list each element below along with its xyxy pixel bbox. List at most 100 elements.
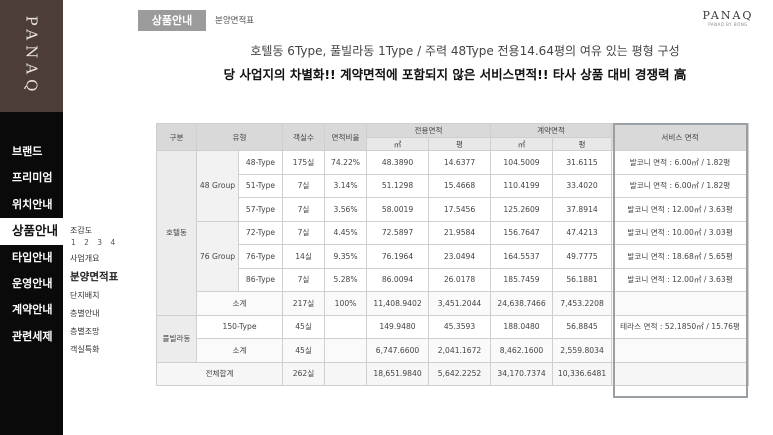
menu-item-product[interactable]: 상품안내 bbox=[0, 218, 63, 245]
col-exclusive-pyeong: 평 bbox=[428, 137, 492, 151]
menu-item-type[interactable]: 타입안내 bbox=[12, 250, 53, 264]
cell-type: 48-Type bbox=[237, 150, 284, 175]
cell-rooms: 45실 bbox=[282, 314, 326, 339]
cell-ct-m2: 185.7459 bbox=[490, 267, 554, 292]
brand-logo-text: PANAQ bbox=[702, 9, 754, 22]
cell-service: 발코니 면적 : 12.00㎡ / 3.63평 bbox=[611, 197, 750, 222]
cell-service-empty bbox=[611, 338, 750, 363]
headline-service-area: 당 사업지의 차별화!! 계약면적에 포함되지 않은 서비스면적!! 타사 상품… bbox=[223, 67, 687, 82]
cell-ct-m2: 104.5009 bbox=[490, 150, 554, 175]
cell-ct-m2: 125.2609 bbox=[490, 197, 554, 222]
submenu-item-floor-guide[interactable]: 층별안내 bbox=[70, 309, 100, 318]
table-row: 51-Type 7실 3.14% 51.1298 15.4668 110.419… bbox=[157, 173, 750, 198]
table-row-subtotal: 소계 217실 100% 11,408.9402 3,451.2044 24,6… bbox=[157, 291, 750, 316]
cell-rooms: 217실 bbox=[282, 291, 326, 316]
cell-ex-m2: 51.1298 bbox=[366, 173, 430, 198]
cell-rooms: 7실 bbox=[282, 173, 326, 198]
menu-item-contract[interactable]: 계약안내 bbox=[12, 303, 53, 317]
submenu-item-area-table[interactable]: 분양면적표 bbox=[70, 271, 119, 283]
cell-rooms: 45실 bbox=[282, 338, 326, 363]
cell-ex-m2: 18,651.9840 bbox=[366, 361, 430, 386]
cell-service: 발코니 면적 : 6.00㎡ / 1.82평 bbox=[611, 150, 750, 175]
menu-item-tax[interactable]: 관련세제 bbox=[12, 329, 53, 343]
cell-ex-m2: 11,408.9402 bbox=[366, 291, 430, 316]
submenu-floor-selector[interactable]: 1 2 3 4 bbox=[71, 238, 119, 247]
brand-logo-vertical[interactable]: PANAQ bbox=[0, 0, 63, 112]
cell-type: 51-Type bbox=[237, 173, 284, 198]
cell-service: 발코니 면적 : 6.00㎡ / 1.82평 bbox=[611, 173, 750, 198]
cell-ratio: 5.28% bbox=[324, 267, 368, 292]
cell-rooms: 14실 bbox=[282, 244, 326, 269]
table-row: 풀빌라동 150-Type 45실 149.9480 45.3593 188.0… bbox=[156, 314, 750, 363]
col-type: 유형 bbox=[195, 123, 284, 151]
cell-ex-py: 2,041.1672 bbox=[428, 338, 492, 363]
area-table: 구분 유형 객실수 면적비율 전용면적 계약면적 서비스 면적 ㎡ 평 ㎡ 평 … bbox=[155, 123, 750, 386]
breadcrumb: 분양면적표 bbox=[215, 16, 255, 26]
area-table-wrap: 구분 유형 객실수 면적비율 전용면적 계약면적 서비스 면적 ㎡ 평 ㎡ 평 … bbox=[155, 123, 750, 398]
cell-ex-py: 23.0494 bbox=[428, 244, 492, 269]
col-contract: 계약면적 bbox=[490, 123, 613, 138]
cell-ct-m2: 156.7647 bbox=[490, 220, 554, 245]
group-48: 48 Group bbox=[196, 150, 239, 222]
submenu-item-floor-view[interactable]: 층별조망 bbox=[70, 327, 100, 336]
cell-ratio-empty bbox=[324, 361, 368, 386]
cell-ct-py: 31.6115 bbox=[552, 150, 613, 175]
cell-type: 150-Type bbox=[195, 314, 284, 339]
submenu-item-room-feature[interactable]: 객실특화 bbox=[70, 345, 100, 354]
col-category: 구분 bbox=[156, 123, 197, 151]
menu-item-premium[interactable]: 프리미엄 bbox=[12, 171, 53, 185]
cell-subtotal-label: 소계 bbox=[195, 291, 284, 316]
cell-type: 57-Type bbox=[237, 197, 284, 222]
cell-type: 86-Type bbox=[237, 267, 284, 292]
cell-ex-py: 17.5456 bbox=[428, 197, 492, 222]
cell-rooms: 7실 bbox=[282, 220, 326, 245]
category-villa: 풀빌라동 bbox=[156, 314, 197, 363]
cell-ex-m2: 76.1964 bbox=[366, 244, 430, 269]
cell-ex-m2: 48.3890 bbox=[366, 150, 430, 175]
cell-ex-py: 21.9584 bbox=[428, 220, 492, 245]
menu-item-location[interactable]: 위치안내 bbox=[12, 197, 53, 211]
cell-ct-py: 37.8914 bbox=[552, 197, 613, 222]
col-exclusive: 전용면적 bbox=[366, 123, 492, 138]
cell-ratio: 9.35% bbox=[324, 244, 368, 269]
cell-service: 발코니 면적 : 18.68㎡ / 5.65평 bbox=[611, 244, 750, 269]
col-rooms: 객실수 bbox=[282, 123, 326, 151]
cell-ex-m2: 86.0094 bbox=[366, 267, 430, 292]
submenu-item-site-plan[interactable]: 단지배치 bbox=[70, 291, 100, 300]
cell-rooms: 175실 bbox=[282, 150, 326, 175]
menu-item-brand[interactable]: 브랜드 bbox=[12, 145, 43, 158]
cell-rooms: 262실 bbox=[282, 361, 326, 386]
cell-service: 발코니 면적 : 10.00㎡ / 3.03평 bbox=[611, 220, 750, 245]
cell-ex-py: 14.6377 bbox=[428, 150, 492, 175]
brand-logo: PANAQ PANAQ BY BONG bbox=[700, 9, 756, 27]
cell-ct-py: 33.4020 bbox=[552, 173, 613, 198]
cell-rooms: 7실 bbox=[282, 197, 326, 222]
cell-ratio: 74.22% bbox=[324, 150, 368, 175]
cell-ratio: 4.45% bbox=[324, 220, 368, 245]
brand-logo-sub: PANAQ BY BONG bbox=[708, 22, 748, 27]
cell-ct-py: 56.8845 bbox=[552, 314, 613, 339]
cell-type: 72-Type bbox=[237, 220, 284, 245]
menu-item-operation[interactable]: 운영안내 bbox=[12, 276, 53, 290]
cell-ratio-empty bbox=[324, 314, 368, 339]
table-row: 76 Group 72-Type 7실 4.45% 72.5897 21.958… bbox=[157, 220, 750, 292]
cell-ct-py: 47.4213 bbox=[552, 220, 613, 245]
submenu-item-overview[interactable]: 사업개요 bbox=[70, 254, 100, 263]
col-ratio: 면적비율 bbox=[324, 123, 368, 151]
cell-ex-py: 3,451.2044 bbox=[428, 291, 492, 316]
cell-ct-m2: 188.0480 bbox=[490, 314, 554, 339]
cell-ct-m2: 8,462.1600 bbox=[490, 338, 554, 363]
cell-ratio: 3.56% bbox=[324, 197, 368, 222]
section-tab: 상품안내 bbox=[138, 10, 206, 31]
header-row-2: ㎡ 평 ㎡ 평 bbox=[157, 137, 749, 151]
col-service: 서비스 면적 bbox=[611, 123, 750, 151]
cell-ct-m2: 24,638.7466 bbox=[490, 291, 554, 316]
cell-ct-py: 7,453.2208 bbox=[552, 291, 613, 316]
submenu-item-aerial[interactable]: 조감도 bbox=[70, 226, 93, 235]
table-row: 호텔동 48 Group 48-Type 175실 74.22% 48.3890… bbox=[156, 150, 750, 316]
group-76: 76 Group bbox=[196, 220, 239, 292]
table-row: 76-Type 14실 9.35% 76.1964 23.0494 164.55… bbox=[157, 244, 750, 269]
table-row-total: 전체합계 262실 18,651.9840 5,642.2252 34,170.… bbox=[155, 361, 750, 386]
main-menu: 브랜드 프리미엄 위치안내 상품안내 타입안내 운영안내 계약안내 관련세제 bbox=[0, 139, 63, 350]
cell-ex-py: 5,642.2252 bbox=[428, 361, 492, 386]
